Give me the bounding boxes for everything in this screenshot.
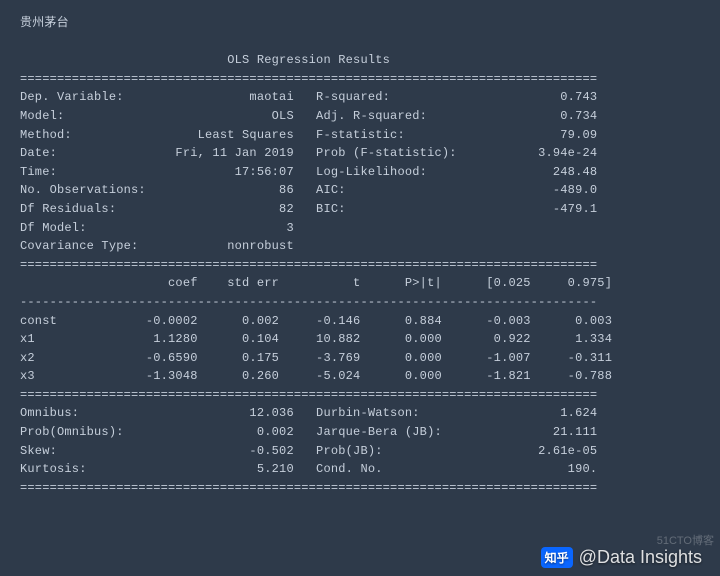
coef-header: coef std err t P>|t| [0.025 0.975] [20, 276, 612, 290]
stock-name: 贵州茅台 [20, 16, 69, 30]
dash-line: ----------------------------------------… [20, 295, 597, 309]
diagnostics-block: Omnibus: 12.036 Durbin-Watson: 1.624 Pro… [20, 406, 597, 476]
rule-top: ========================================… [20, 72, 597, 86]
regression-output: 贵州茅台 OLS Regression Results ============… [0, 0, 720, 511]
rule-diag: ========================================… [20, 388, 597, 402]
watermark-handle: @Data Insights [579, 547, 702, 568]
zhihu-logo-icon: 知乎 [541, 547, 573, 568]
source-badge: 51CTO博客 [657, 532, 714, 548]
coef-rows: const -0.0002 0.002 -0.146 0.884 -0.003 … [20, 314, 612, 384]
report-title: OLS Regression Results [20, 53, 390, 67]
rule-mid: ========================================… [20, 258, 597, 272]
summary-block: Dep. Variable: maotai R-squared: 0.743 M… [20, 90, 597, 253]
watermark: 知乎 @Data Insights [541, 547, 702, 568]
rule-bottom: ========================================… [20, 481, 597, 495]
